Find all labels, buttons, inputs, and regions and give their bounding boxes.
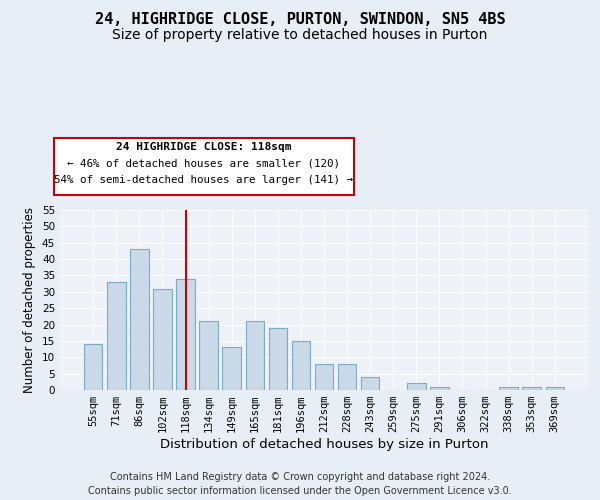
X-axis label: Distribution of detached houses by size in Purton: Distribution of detached houses by size … [160,438,488,451]
Text: 54% of semi-detached houses are larger (141) →: 54% of semi-detached houses are larger (… [55,175,353,185]
Y-axis label: Number of detached properties: Number of detached properties [23,207,37,393]
Bar [292,341,310,390]
Text: 24 HIGHRIDGE CLOSE: 118sqm: 24 HIGHRIDGE CLOSE: 118sqm [116,142,292,152]
Text: Contains HM Land Registry data © Crown copyright and database right 2024.: Contains HM Land Registry data © Crown c… [110,472,490,482]
Bar [523,386,541,390]
Bar [84,344,103,390]
Bar [176,278,195,390]
Text: 24, HIGHRIDGE CLOSE, PURTON, SWINDON, SN5 4BS: 24, HIGHRIDGE CLOSE, PURTON, SWINDON, SN… [95,12,505,28]
Bar [499,386,518,390]
Text: Contains public sector information licensed under the Open Government Licence v3: Contains public sector information licen… [88,486,512,496]
Bar [338,364,356,390]
Text: Size of property relative to detached houses in Purton: Size of property relative to detached ho… [112,28,488,42]
Bar [130,250,149,390]
Bar [153,288,172,390]
Bar [107,282,125,390]
Bar [545,386,564,390]
Bar [430,386,449,390]
Text: ← 46% of detached houses are smaller (120): ← 46% of detached houses are smaller (12… [67,158,341,168]
Bar [269,328,287,390]
Bar [199,322,218,390]
Bar [315,364,333,390]
Bar [407,384,425,390]
Bar [245,322,264,390]
Bar [361,377,379,390]
Bar [223,348,241,390]
